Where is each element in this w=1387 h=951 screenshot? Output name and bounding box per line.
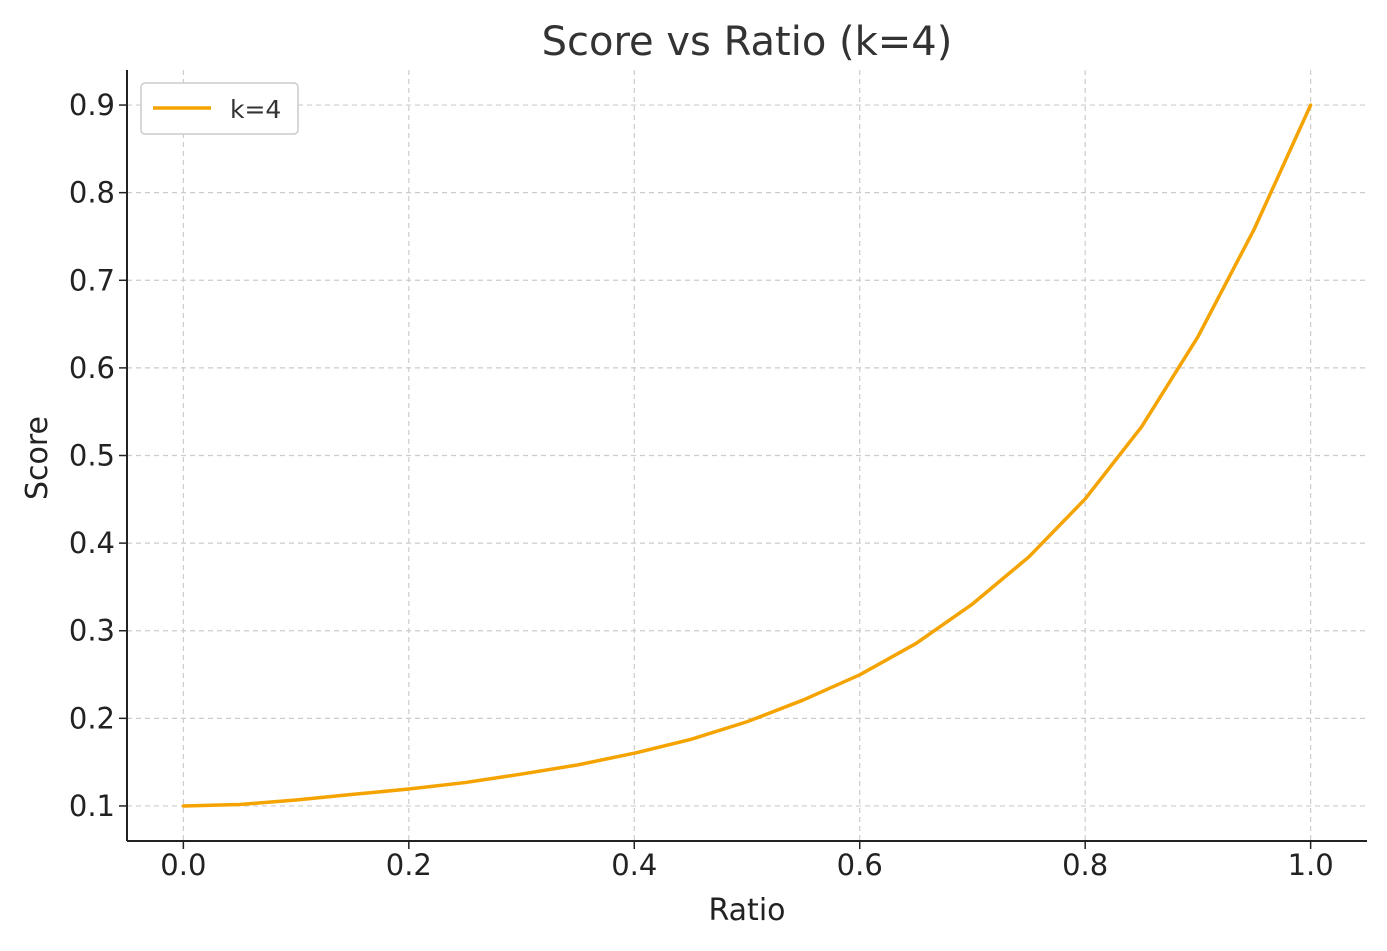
- y-tick-label: 0.6: [69, 351, 115, 385]
- legend-label: k=4: [230, 95, 281, 124]
- y-tick-label: 0.7: [69, 263, 115, 297]
- x-tick-label: 0.0: [160, 848, 206, 882]
- x-tick-label: 0.2: [386, 848, 432, 882]
- x-tick-label: 1.0: [1288, 848, 1334, 882]
- x-tick-label: 0.4: [611, 848, 657, 882]
- y-tick-label: 0.9: [69, 88, 115, 122]
- y-tick-label: 0.1: [69, 789, 115, 823]
- y-tick-label: 0.8: [69, 176, 115, 210]
- x-tick-label: 0.6: [837, 848, 883, 882]
- y-tick-label: 0.2: [69, 701, 115, 735]
- ticks: 0.0 0.2 0.4 0.6 0.8 1.0 0.1 0.2 0.3 0.4 0.5 0.6 0.7 0…: [69, 88, 1334, 882]
- grid: [127, 70, 1367, 841]
- series-line: [181, 103, 1313, 808]
- legend-box: [140, 82, 299, 135]
- y-axis-label: Score: [20, 416, 55, 500]
- chart-title: Score vs Ratio (k=4): [542, 19, 953, 65]
- series: [181, 103, 1313, 808]
- y-tick-label: 0.5: [69, 439, 115, 473]
- x-tick-label: 0.8: [1062, 848, 1108, 882]
- legend: k=4: [140, 82, 299, 135]
- y-tick-label: 0.4: [69, 526, 115, 560]
- y-tick-label: 0.3: [69, 614, 115, 648]
- x-axis-label: Ratio: [708, 893, 785, 928]
